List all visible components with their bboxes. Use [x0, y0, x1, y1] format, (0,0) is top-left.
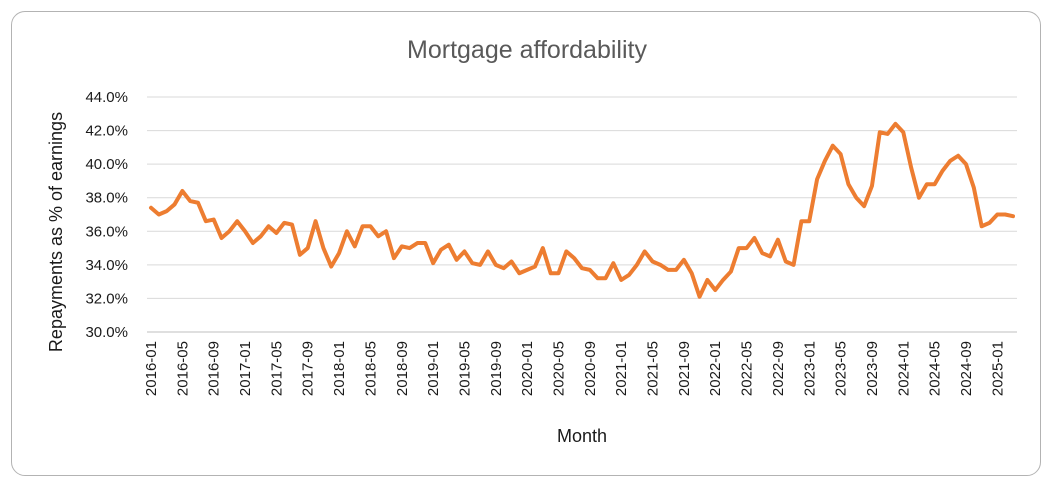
y-axis-ticks: 30.0% 32.0% 34.0% 36.0% 38.0% 40.0% 42.0% 44.0% [85, 89, 128, 341]
x-tick-label: 2021-05 [645, 341, 662, 396]
chart-title: Mortgage affordability [407, 36, 647, 64]
x-tick-label: 2023-09 [864, 341, 881, 396]
y-tick-label: 32.0% [85, 290, 128, 307]
x-tick-label: 2020-05 [550, 341, 567, 396]
y-tick-label: 30.0% [85, 324, 128, 341]
x-tick-label: 2020-01 [519, 341, 536, 396]
x-tick-label: 2016-09 [206, 341, 223, 396]
x-tick-label: 2019-09 [488, 341, 505, 396]
x-tick-label: 2023-05 [833, 341, 850, 396]
x-tick-label: 2016-05 [174, 341, 191, 396]
x-tick-label: 2020-09 [582, 341, 599, 396]
x-tick-label: 2022-09 [770, 341, 787, 396]
x-tick-label: 2021-01 [613, 341, 630, 396]
chart-frame [11, 11, 1041, 476]
y-tick-label: 42.0% [85, 123, 128, 140]
x-axis-title: Month [557, 426, 607, 446]
x-tick-label: 2019-01 [425, 341, 442, 396]
x-tick-label: 2023-01 [801, 341, 818, 396]
x-tick-label: 2019-05 [456, 341, 473, 396]
x-tick-label: 2018-05 [362, 341, 379, 396]
y-tick-label: 44.0% [85, 89, 128, 106]
x-tick-label: 2017-09 [300, 341, 317, 396]
x-tick-label: 2024-05 [927, 341, 944, 396]
x-tick-label: 2025-01 [989, 341, 1006, 396]
x-tick-label: 2017-01 [237, 341, 254, 396]
y-tick-label: 36.0% [85, 223, 128, 240]
x-tick-label: 2017-05 [268, 341, 285, 396]
y-tick-label: 38.0% [85, 190, 128, 207]
x-tick-label: 2021-09 [676, 341, 693, 396]
x-tick-label: 2022-01 [707, 341, 724, 396]
gridlines [147, 96, 1017, 299]
x-tick-label: 2016-01 [143, 341, 160, 396]
x-tick-label: 2024-09 [958, 341, 975, 396]
x-tick-label: 2018-01 [331, 341, 348, 396]
x-tick-label: 2024-01 [895, 341, 912, 396]
y-tick-label: 40.0% [85, 156, 128, 173]
y-tick-label: 34.0% [85, 257, 128, 274]
y-axis-title: Repayments as % of earnings [46, 112, 66, 352]
x-tick-label: 2018-09 [394, 341, 411, 396]
x-axis-ticks: 2016-01 2016-05 2016-09 2017-01 2017-05 2017-… [143, 341, 1006, 396]
series-line [149, 121, 1015, 299]
x-tick-label: 2022-05 [739, 341, 756, 396]
